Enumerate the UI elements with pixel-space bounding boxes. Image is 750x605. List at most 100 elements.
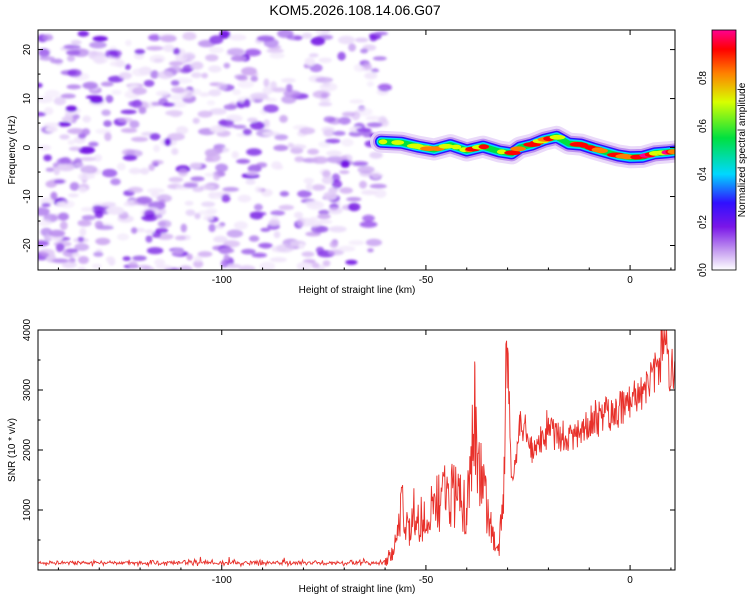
spectrogram-noise-blob	[254, 186, 262, 193]
spectrogram-noise-blob	[183, 183, 198, 189]
spectrogram-y-tick-label: 0	[22, 144, 33, 150]
spectrogram-noise-blob	[367, 248, 374, 253]
snr-y-tick-label: 2000	[22, 438, 33, 461]
spectrogram-noise-blob	[338, 35, 355, 45]
spectrogram-noise-blob	[82, 81, 98, 90]
spectrogram-noise-blob	[40, 197, 55, 205]
spectrogram-noise-blob	[65, 248, 78, 253]
spectrogram-noise-blob	[222, 187, 240, 192]
spectrogram-noise-blob	[226, 48, 245, 56]
spectrogram-noise-blob	[327, 249, 344, 256]
spectrogram-noise-blob	[223, 104, 238, 111]
spectrogram-noise-blob	[256, 35, 275, 42]
colorbar: 0.0 0.2 0.4 0.6 0.8 Normalized spectral ampl…	[697, 29, 748, 277]
spectrogram-noise-blob	[204, 148, 217, 157]
spectrogram-noise-blob	[147, 187, 165, 194]
spectrogram-noise-blob	[163, 44, 175, 52]
spectrogram-noise-blob	[306, 200, 325, 210]
spectrogram-noise-blob	[331, 179, 343, 189]
spectrogram-noise-blob	[205, 54, 219, 62]
spectrogram-noise-blob	[38, 207, 50, 216]
spectrogram-noise-blob	[315, 77, 334, 83]
spectrogram-noise-blob	[270, 210, 286, 216]
spectrogram-noise-blob	[79, 156, 97, 162]
spectrogram-noise-blob	[206, 207, 218, 215]
spectrogram-noise-blob	[132, 87, 147, 95]
spectrogram-noise-blob	[224, 263, 241, 269]
spectrogram-noise-blob	[243, 98, 251, 108]
spectrogram-y-tick-label: 10	[22, 93, 33, 105]
spectrogram-noise-blob	[109, 49, 122, 58]
spectrogram-noise-blob	[78, 256, 89, 264]
spectrogram-noise-blob	[78, 146, 95, 154]
spectrogram-noise-blob	[301, 251, 315, 257]
spectrogram-noise-blob	[342, 111, 356, 117]
spectrogram-noise-blob	[185, 209, 196, 216]
spectrogram-noise-blob	[150, 70, 159, 79]
spectrogram-noise-blob	[201, 201, 216, 207]
spectrogram-noise-blob	[101, 168, 118, 178]
spectrogram-noise-blob	[203, 215, 214, 221]
spectrogram-noise-blob	[68, 146, 82, 151]
spectrogram-noise-blob	[38, 219, 52, 227]
spectrogram-noise-blob	[171, 86, 185, 94]
spectrogram-noise-blob	[171, 148, 179, 155]
spectrogram-noise-blob	[124, 64, 131, 70]
spectrogram-noise-blob	[359, 221, 378, 228]
spectrogram-noise-blob	[362, 62, 372, 70]
snr-x-tick-label: 0	[627, 575, 633, 586]
spectrogram-noise-blob	[270, 81, 277, 90]
spectrogram-noise-blob	[92, 35, 108, 42]
spectrogram-noise-blob	[178, 168, 188, 177]
spectrogram-noise-blob	[66, 50, 81, 56]
spectrogram-noise-blob	[104, 120, 111, 126]
spectrogram-noise-blob	[377, 83, 392, 92]
spectrogram-noise-blob	[223, 240, 241, 248]
spectrogram-noise-blob	[167, 66, 182, 74]
spectrogram-noise-blob	[215, 224, 225, 229]
spectrogram-noise-blob	[38, 96, 54, 104]
colorbar-label: Normalized spectral amplitude	[737, 82, 748, 217]
spectrogram-noise-blob	[208, 89, 222, 97]
spectrogram-noise-blob	[237, 194, 252, 203]
spectrogram-noise-blob	[151, 159, 164, 165]
spectrogram-noise-blob	[78, 133, 87, 139]
spectrogram-noise-blob	[226, 229, 244, 238]
spectrogram-noise-blob	[286, 35, 303, 41]
spectrogram-noise-blob	[365, 115, 380, 121]
spectrogram-noise-blob	[351, 161, 369, 167]
spectrogram-noise-blob	[189, 162, 202, 169]
spectrogram-noise-blob	[315, 30, 328, 35]
spectrogram-noise-blob	[318, 57, 332, 63]
spectrogram-noise-blob	[263, 78, 270, 88]
spectrogram-noise-blob	[319, 97, 331, 103]
spectrogram-noise-blob	[129, 120, 140, 129]
spectrogram-noise-blob	[311, 262, 320, 269]
spectrogram-noise-blob	[328, 226, 347, 233]
spectrogram-noise-blob	[175, 126, 189, 135]
spectrogram-noise-blob	[355, 37, 369, 43]
spectrogram-noise-blob	[50, 191, 58, 200]
spectrogram-noise-blob	[218, 247, 235, 254]
spectrogram-noise-blob	[221, 194, 231, 203]
spectrogram-noise-blob	[56, 201, 67, 207]
spectrogram-noise-blob	[70, 40, 82, 45]
spectrogram-noise-blob	[337, 51, 346, 61]
spectrogram-noise-blob	[89, 50, 99, 56]
spectrogram-noise-blob	[168, 176, 184, 183]
spectrogram-y-tick-label: -20	[22, 238, 33, 253]
spectrogram-noise-blob	[339, 187, 354, 194]
spectrogram-noise-blob	[369, 183, 387, 189]
snr-y-tick-label: 1000	[22, 498, 33, 521]
spectrogram-noise-blob	[238, 265, 256, 270]
spectrogram-noise-blob	[128, 167, 142, 175]
spectrogram-noise-blob	[267, 45, 282, 50]
spectrogram-noise-blob	[207, 191, 225, 200]
spectrogram-noise-blob	[359, 180, 367, 189]
spectrogram-noise-blob	[366, 122, 383, 128]
spectrogram-noise-blob	[209, 108, 227, 115]
signal-hot-spot	[504, 150, 521, 156]
spectrogram-noise-blob	[74, 162, 84, 167]
